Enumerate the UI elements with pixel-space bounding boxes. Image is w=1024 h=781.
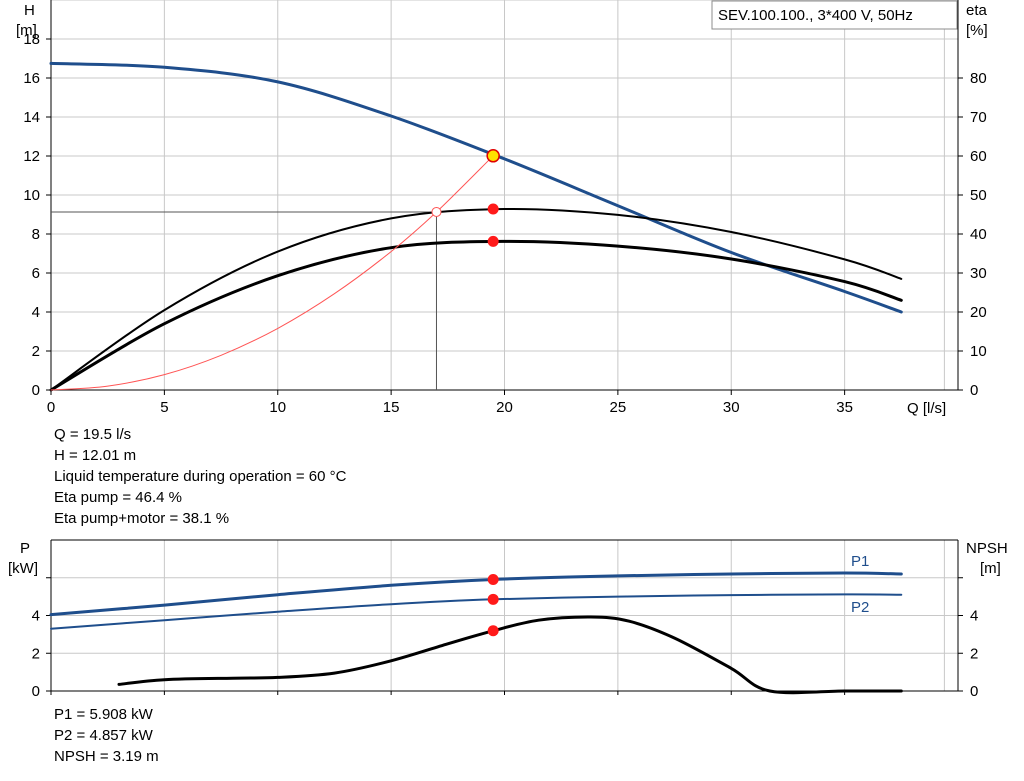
x-axis-label-q: Q [l/s] xyxy=(907,400,946,417)
x-tick-label: 15 xyxy=(383,399,400,416)
info-flow: Q = 19.5 l/s xyxy=(54,426,132,443)
top-markers xyxy=(431,149,500,247)
y-tick-label-left: 0 xyxy=(32,683,40,700)
y-tick-label-left: 0 xyxy=(32,382,40,399)
y-tick-label-left: 12 xyxy=(23,148,40,165)
top-tick-labels: 0 5 10 15 20 25 30 35 0 2 4 6 8 10 12 14 16 18 0 10 20 30 40 50… xyxy=(23,31,986,416)
y-tick-label-right: 60 xyxy=(970,148,987,165)
y-tick-label-left: 4 xyxy=(32,608,40,625)
info-eta-pump: Eta pump = 46.4 % xyxy=(54,489,182,506)
y-tick-label-left: 10 xyxy=(23,187,40,204)
eta-pump-motor-marker xyxy=(487,235,499,247)
y-axis-label-p: P xyxy=(20,540,30,557)
y-tick-label-right: 30 xyxy=(970,265,987,282)
power-npsh-chart: 0 2 4 0 2 4 P [kW] NPSH [m] P1 P2 xyxy=(8,539,1008,701)
npsh-marker xyxy=(487,625,499,637)
info-p2: P2 = 4.857 kW xyxy=(54,727,153,744)
y-tick-label-left: 8 xyxy=(32,226,40,243)
y-tick-label-right: 20 xyxy=(970,304,987,321)
eta-pump-marker xyxy=(487,203,499,215)
pump-title-box: SEV.100.100., 3*400 V, 50Hz xyxy=(711,0,958,30)
x-tick-label: 25 xyxy=(610,399,627,416)
head-efficiency-chart: 0 5 10 15 20 25 30 35 0 2 4 6 8 10 12 14 16 18 0 10 20 30 40 50… xyxy=(16,0,988,417)
y-axis-label-h: H xyxy=(24,2,35,19)
system-curve xyxy=(50,155,494,391)
y-tick-label-left: 4 xyxy=(32,304,40,321)
info-npsh: NPSH = 3.19 m xyxy=(54,748,159,765)
x-tick-label: 30 xyxy=(723,399,740,416)
info-head: H = 12.01 m xyxy=(54,447,137,464)
top-series xyxy=(49,61,903,392)
x-tick-label: 20 xyxy=(496,399,513,416)
y-tick-label-left: 14 xyxy=(23,109,40,126)
top-grid xyxy=(51,0,958,390)
info-eta-pump-motor: Eta pump+motor = 38.1 % xyxy=(54,510,230,527)
y-tick-label-right: 40 xyxy=(970,226,987,243)
operating-point-info: Q = 19.5 l/s H = 12.01 m Liquid temperat… xyxy=(54,424,346,529)
x-tick-label: 5 xyxy=(160,399,168,416)
reference-point-marker xyxy=(431,206,442,217)
x-tick-label: 0 xyxy=(47,399,55,416)
eta-pump-motor-curve xyxy=(49,239,903,392)
operating-point-marker xyxy=(486,149,500,163)
y-tick-label-right: 0 xyxy=(970,382,978,399)
y-tick-label-right: 2 xyxy=(970,645,978,662)
eta-pump-curve xyxy=(50,207,903,391)
power-info: P1 = 5.908 kW P2 = 4.857 kW NPSH = 3.19 … xyxy=(54,704,159,767)
y-tick-label-right: 70 xyxy=(970,109,987,126)
y-axis-unit-percent: [%] xyxy=(966,22,988,39)
y-tick-label-right: 4 xyxy=(970,608,978,625)
bottom-grid xyxy=(51,540,958,691)
x-tick-label: 35 xyxy=(836,399,853,416)
p2-curve xyxy=(50,593,903,630)
y-tick-label-left: 2 xyxy=(32,343,40,360)
top-axes xyxy=(46,0,963,395)
npsh-curve xyxy=(117,615,903,695)
y-axis-label-eta: eta xyxy=(966,2,988,19)
y-tick-label-left: 16 xyxy=(23,70,40,87)
y-axis-unit-m: [m] xyxy=(16,22,37,39)
y-tick-label-right: 10 xyxy=(970,343,987,360)
y-tick-label-left: 2 xyxy=(32,645,40,662)
title-box-frame xyxy=(711,0,958,30)
y-tick-label-left: 6 xyxy=(32,265,40,282)
head-curve xyxy=(49,61,903,314)
y-axis-label-npsh: NPSH xyxy=(966,540,1008,557)
p1-marker xyxy=(487,573,499,585)
y-tick-label-right: 50 xyxy=(970,187,987,204)
bottom-markers xyxy=(487,573,499,637)
legend-label-p2: P2 xyxy=(851,599,869,616)
chart-title: SEV.100.100., 3*400 V, 50Hz xyxy=(718,7,913,24)
p2-marker xyxy=(487,593,499,605)
bottom-series xyxy=(49,571,903,695)
y-tick-label-left: 18 xyxy=(23,31,40,48)
y-tick-label-right: 80 xyxy=(970,70,987,87)
y-axis-unit-kw: [kW] xyxy=(8,560,38,577)
y-axis-unit-npsh-m: [m] xyxy=(980,560,1001,577)
bottom-tick-labels: 0 2 4 0 2 4 xyxy=(32,608,979,701)
legend-label-p1: P1 xyxy=(851,553,869,570)
x-tick-label: 10 xyxy=(269,399,286,416)
y-tick-label-right: 0 xyxy=(970,683,978,700)
info-p1: P1 = 5.908 kW xyxy=(54,706,153,723)
info-liquid-temperature: Liquid temperature during operation = 60… xyxy=(54,468,347,485)
